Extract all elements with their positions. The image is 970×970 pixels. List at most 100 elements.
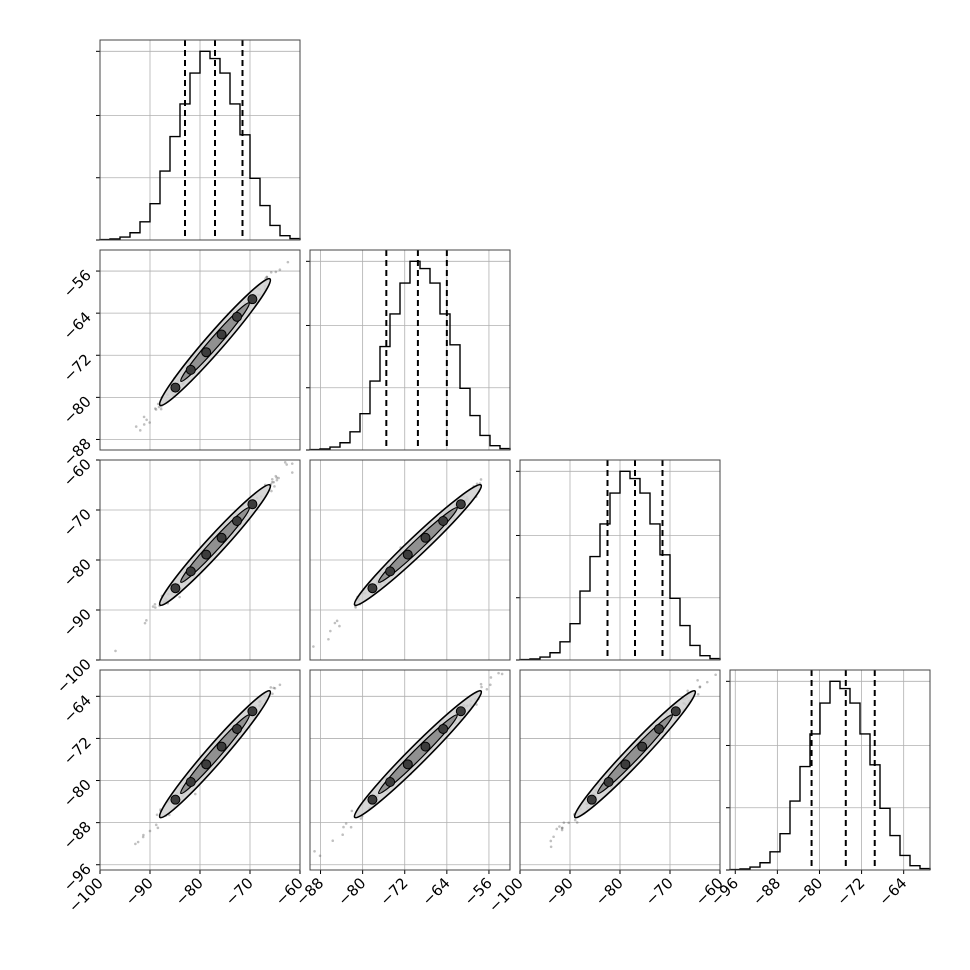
sample-point	[555, 827, 559, 831]
sample-point	[327, 637, 330, 641]
density-blob-2	[201, 759, 212, 770]
y-tick-label-2-1: −90	[60, 605, 95, 640]
histogram-0	[99, 50, 301, 241]
density-blob-4	[438, 516, 449, 526]
sample-point	[178, 595, 181, 599]
sample-point	[269, 270, 273, 274]
samples-2-1	[304, 478, 483, 648]
sample-point	[302, 865, 305, 868]
panel-frame	[99, 459, 301, 661]
sample-point	[573, 818, 577, 822]
sample-point	[560, 826, 564, 830]
sample-point	[145, 418, 148, 422]
x-tick-label-2-0: −100	[485, 874, 527, 916]
sample-point	[304, 645, 307, 648]
samples-3-1	[302, 662, 507, 868]
sample-point	[285, 463, 289, 466]
density-blob-1	[603, 777, 614, 787]
samples-1-0	[134, 260, 290, 432]
density-blob-3	[216, 329, 227, 340]
density-blob-5	[455, 706, 466, 717]
sample-point	[271, 692, 274, 696]
panel-frame	[309, 249, 511, 451]
sample-point	[286, 260, 290, 264]
sample-point	[265, 275, 269, 279]
y-tick-label-3-1: −88	[60, 818, 95, 853]
density-blob-0	[170, 583, 181, 594]
sample-point	[154, 408, 158, 411]
sample-point	[479, 478, 483, 481]
density-blob-4	[232, 723, 242, 734]
sample-point	[698, 685, 702, 688]
sample-point	[333, 621, 337, 625]
density-blob-2	[201, 549, 212, 560]
density-blob-1	[185, 566, 196, 577]
density-blob-1	[385, 566, 396, 577]
y-tick-label-2-0: −100	[53, 655, 95, 697]
panel-frame	[519, 459, 721, 661]
sample-point	[138, 429, 142, 432]
x-tick-label-3-2: −80	[791, 874, 826, 909]
sample-point	[275, 478, 279, 482]
panel-3-2: −100 −90 −80 −70 −60	[485, 669, 727, 916]
density-blob-1	[385, 777, 396, 787]
density-blob-0	[586, 794, 597, 805]
sample-point	[148, 421, 151, 424]
sample-point	[159, 407, 163, 411]
contour-inner	[180, 714, 250, 795]
sample-point	[560, 826, 564, 830]
sample-point	[153, 602, 157, 606]
panel-2-1	[304, 459, 511, 661]
sample-point	[141, 835, 145, 839]
sample-point	[148, 829, 152, 833]
panel-3-3: −96 −88 −80 −72 −64	[707, 669, 931, 909]
density-blob-3	[216, 532, 227, 543]
sample-point	[272, 686, 275, 690]
density-blob-1	[185, 777, 196, 787]
sample-point	[698, 685, 702, 689]
y-tick-label-2-3: −70	[60, 505, 95, 540]
sample-point	[145, 619, 148, 622]
sample-point	[335, 619, 339, 623]
x-tick-label-2-2: −80	[592, 874, 627, 909]
sample-point	[312, 645, 315, 648]
histogram-1	[309, 260, 511, 451]
contour-inner	[597, 714, 673, 795]
sample-point	[318, 854, 322, 858]
sample-point	[354, 606, 357, 609]
density-blob-5	[670, 706, 681, 717]
samples-3-0	[134, 670, 298, 846]
sample-point	[265, 275, 269, 279]
samples-2-0	[114, 461, 294, 653]
y-tick-label-1-3: −64	[60, 308, 95, 343]
x-tick-label-0-1: −90	[122, 874, 157, 909]
sample-point	[344, 822, 348, 825]
sample-point	[278, 683, 282, 687]
sample-point	[270, 480, 274, 484]
sample-point	[485, 687, 489, 691]
density-blob-4	[232, 311, 242, 322]
sample-point	[549, 845, 553, 849]
density-blob-5	[247, 499, 258, 510]
density-blob-3	[637, 741, 648, 752]
y-tick-label-3-3: −72	[60, 734, 95, 769]
y-tick-label-1-1: −80	[60, 392, 95, 427]
density-blob-2	[201, 347, 212, 358]
sample-point	[277, 476, 280, 480]
sample-point	[156, 402, 160, 406]
contour-inner	[180, 302, 250, 383]
sample-point	[489, 683, 492, 687]
sample-point	[350, 809, 354, 813]
x-tick-label-1-1: −80	[334, 874, 369, 909]
sample-point	[560, 828, 564, 832]
sample-point	[272, 480, 275, 484]
sample-point	[705, 680, 709, 684]
x-tick-label-3-4: −64	[875, 874, 910, 909]
sample-point	[329, 629, 332, 633]
panel-frame	[519, 669, 721, 871]
sample-point	[274, 270, 278, 274]
sample-point	[154, 606, 157, 609]
density-blob-5	[455, 499, 466, 510]
sample-point	[504, 662, 507, 665]
density-blob-4	[438, 723, 449, 734]
